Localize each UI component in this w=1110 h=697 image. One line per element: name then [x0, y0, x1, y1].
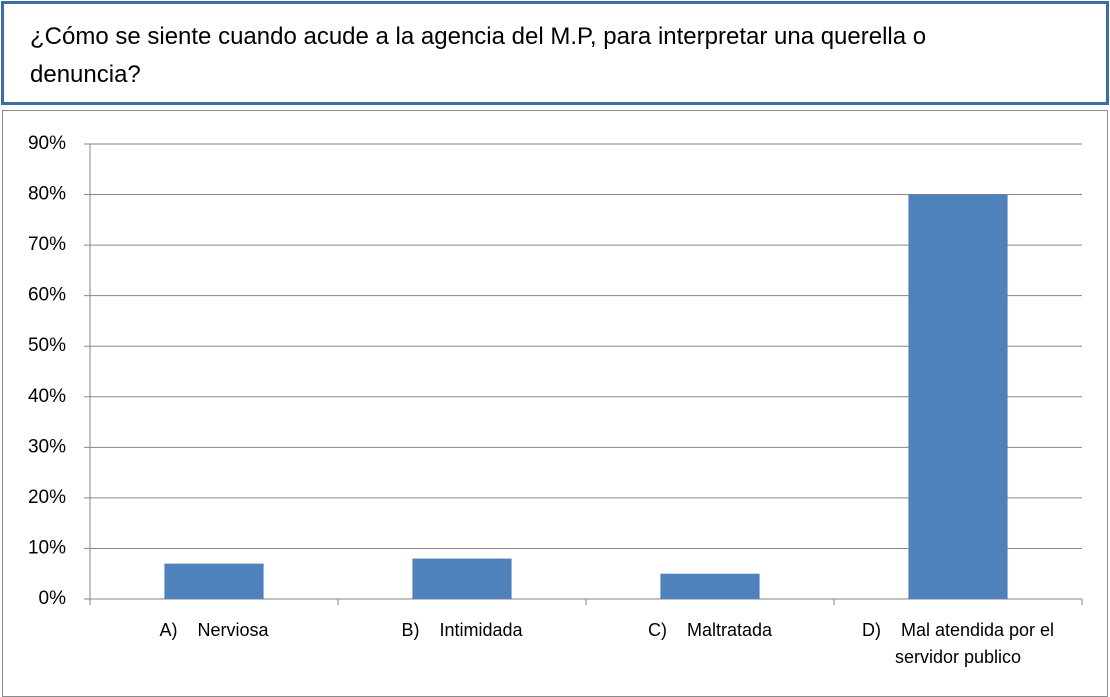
bar [908, 194, 1008, 600]
bar [660, 573, 760, 599]
bar [412, 558, 512, 599]
y-tick-label: 40% [28, 386, 66, 407]
y-tick-label: 20% [28, 487, 66, 508]
x-tick-label: B) Intimidada [401, 620, 523, 640]
x-tick-label: C) Maltratada [647, 620, 773, 640]
x-tick-label: A) Nerviosa [159, 620, 269, 640]
y-tick-label: 70% [28, 234, 66, 255]
x-tick-label: D) Mal atendida por el servidor publico [861, 620, 1060, 667]
y-tick-label: 30% [28, 436, 66, 457]
bar [164, 563, 264, 599]
title-box: ¿Cómo se siente cuando acude a la agenci… [1, 1, 1109, 105]
y-tick-label: 90% [28, 133, 66, 154]
y-tick-label: 10% [28, 537, 66, 558]
y-tick-label: 50% [28, 335, 66, 356]
y-tick-label: 80% [28, 184, 66, 205]
chart-title: ¿Cómo se siente cuando acude a la agenci… [30, 23, 927, 88]
y-tick-label: 60% [28, 285, 66, 306]
y-tick-label: 0% [39, 588, 67, 609]
